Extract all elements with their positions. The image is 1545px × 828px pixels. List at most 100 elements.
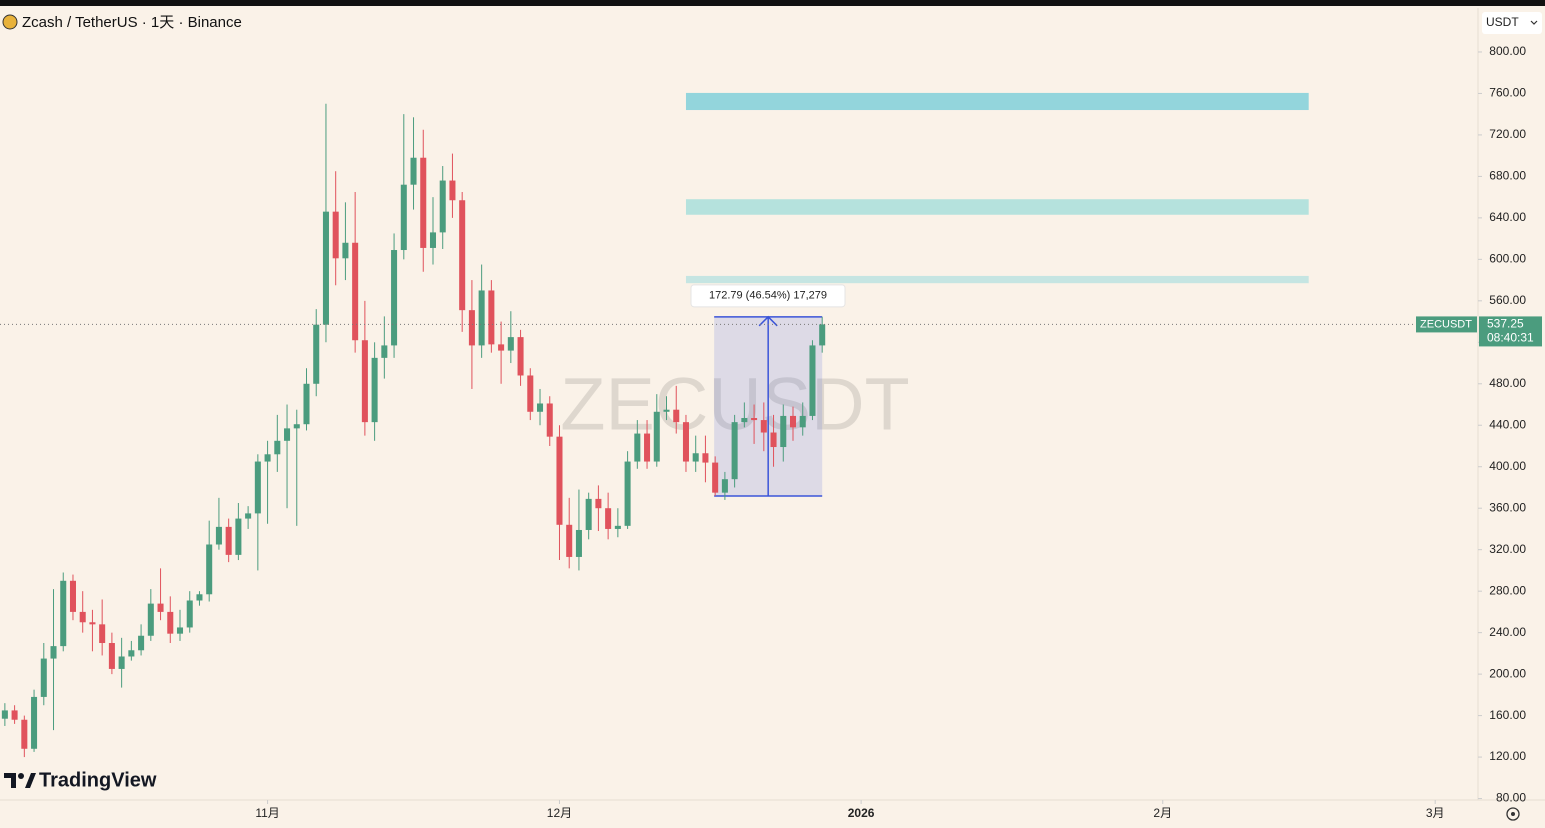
candle-body <box>176 627 184 634</box>
candle-body <box>293 424 300 429</box>
candle-body <box>40 658 47 697</box>
logo-mark <box>4 773 16 788</box>
candle-body <box>780 415 787 448</box>
candle-body <box>254 461 261 514</box>
candle-body <box>478 290 485 346</box>
y-tick-label: 400.00 <box>1489 459 1526 473</box>
axes: 80.00 120.00 160.00 200.00 240.00 280.00 320.0… <box>0 44 1542 820</box>
candle-body <box>352 242 359 341</box>
countdown: 08:40:31 <box>1487 331 1534 345</box>
y-tick-label: 760.00 <box>1489 86 1526 100</box>
candle-body <box>157 603 164 612</box>
candle-body <box>595 498 602 509</box>
candle-body <box>537 403 544 412</box>
candle-body <box>575 529 582 557</box>
candle-body <box>89 622 96 625</box>
candle-body <box>527 375 534 412</box>
y-tick-label: 80.00 <box>1496 791 1526 805</box>
candle-body <box>235 518 242 555</box>
settings-icon[interactable] <box>1511 812 1515 816</box>
y-tick-label: 240.00 <box>1489 625 1526 639</box>
measure: 172.79 (46.54%) 17,279 <box>690 284 846 497</box>
chart-title: Zcash / TetherUS · 1天 · Binance <box>22 14 242 31</box>
currency-label[interactable]: USDT <box>1486 15 1519 29</box>
candle-body <box>400 184 407 251</box>
last-price-label: 537.25 <box>1487 317 1524 331</box>
dropdown-icon[interactable] <box>1530 20 1538 25</box>
candle-body <box>624 461 631 526</box>
measure-label: 172.79 (46.54%) 17,279 <box>709 290 827 302</box>
candle-body <box>322 211 329 325</box>
last-price-box <box>1479 316 1542 347</box>
candle-body <box>371 357 378 423</box>
candle-body <box>468 310 475 346</box>
candle-body <box>634 433 641 462</box>
candle-body <box>770 432 777 448</box>
y-tick-label: 200.00 <box>1489 666 1526 680</box>
candle-body <box>614 525 621 529</box>
candle-body <box>420 157 427 248</box>
top-bar <box>0 0 1545 6</box>
candle-body <box>303 383 310 425</box>
candle-body <box>663 409 670 412</box>
x-tick-label: 11月 <box>255 806 279 820</box>
candle-body <box>731 422 738 480</box>
candle-body <box>118 656 125 669</box>
candle-body <box>644 433 651 462</box>
candle-body <box>99 624 106 644</box>
candle-body <box>128 650 135 657</box>
candle-body <box>556 436 563 525</box>
measure-label-box <box>690 284 846 308</box>
level-zone <box>685 92 1309 111</box>
symbol-tag: ZECUSDT <box>1420 318 1472 330</box>
x-tick-label: 12月 <box>547 806 572 820</box>
candle-body <box>605 508 612 529</box>
y-tick-label: 320.00 <box>1489 542 1526 556</box>
x-tick-label: 2月 <box>1153 806 1172 820</box>
candle-body <box>167 611 174 634</box>
candle-body <box>381 345 388 358</box>
y-tick-label: 280.00 <box>1489 583 1526 597</box>
measure-arrow-head <box>758 315 778 327</box>
candle-body <box>313 324 320 384</box>
candle-body <box>225 526 232 555</box>
candle-body <box>449 180 456 201</box>
candle-body <box>196 594 203 601</box>
candle-body <box>50 646 57 659</box>
currency-button[interactable] <box>1482 12 1542 34</box>
candle-body <box>507 337 514 351</box>
settings-icon[interactable] <box>1506 807 1520 821</box>
candle-body <box>751 417 758 421</box>
candle-body <box>11 710 18 720</box>
candle-body <box>60 580 67 647</box>
y-tick-label: 800.00 <box>1489 44 1526 58</box>
logo-mark <box>25 773 36 788</box>
candle-body <box>789 415 797 428</box>
candle-body <box>264 454 271 462</box>
candle-body <box>186 600 193 628</box>
candle-body <box>809 345 816 416</box>
candle-body <box>517 337 524 376</box>
y-tick-label: 120.00 <box>1489 749 1526 763</box>
candle-body <box>585 498 592 530</box>
candle-body <box>459 200 466 311</box>
y-tick-label: 440.00 <box>1489 417 1526 431</box>
x-tick-label: 2026 <box>848 806 875 820</box>
y-tick-label: 600.00 <box>1489 252 1526 266</box>
candle-body <box>760 420 767 433</box>
candle-body <box>69 580 76 612</box>
candle-body <box>682 422 689 462</box>
candle-body <box>653 411 660 462</box>
candle-body <box>361 340 368 423</box>
coin-icon <box>2 14 18 30</box>
candle-body <box>1 710 8 719</box>
candle-body <box>429 232 437 248</box>
candle-body <box>31 696 38 749</box>
candle-body <box>215 526 222 545</box>
y-tick-label: 480.00 <box>1489 376 1526 390</box>
candle-body <box>342 242 349 259</box>
candle-body <box>721 479 728 493</box>
candle-body <box>332 211 339 259</box>
